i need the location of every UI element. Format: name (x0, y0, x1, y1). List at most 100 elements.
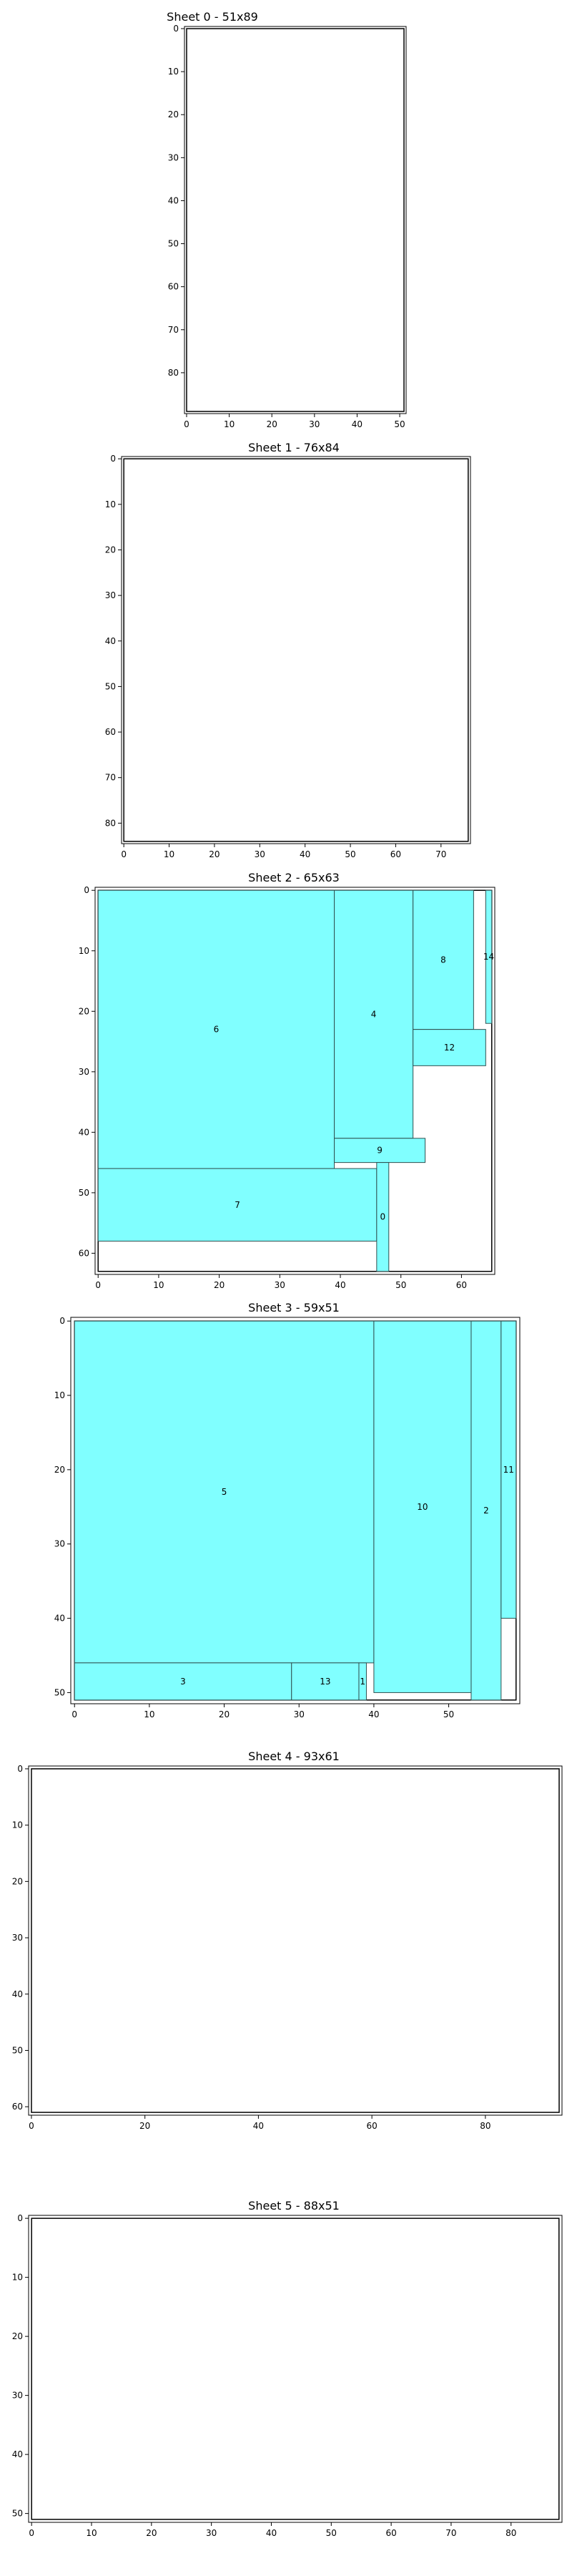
piece-label-2: 2 (483, 1506, 489, 1516)
sheet-outline (31, 2218, 560, 2520)
piece-label-0: 0 (380, 1212, 385, 1222)
panel-title-4: Sheet 4 - 93x61 (248, 1750, 340, 1763)
axes-frame (28, 1765, 563, 2116)
plot-area-0: 0 10 20 30 40 50 0 10 20 30 40 50 60 70 80 (168, 24, 407, 429)
x-tick-label: 20 (214, 1280, 225, 1290)
y-tick-label: 40 (54, 1614, 65, 1624)
y-tick-label: 30 (105, 590, 116, 600)
plot-area-1: 0 10 20 30 40 50 60 70 0 10 20 30 40 50 60 70 80 (105, 454, 471, 859)
y-tick-label: 30 (168, 152, 179, 162)
x-tick-label: 30 (294, 1709, 305, 1719)
panel-title-5: Sheet 5 - 88x51 (248, 2199, 340, 2212)
piece-label-8: 8 (440, 955, 446, 965)
piece-rect-0 (376, 1162, 390, 1272)
plot-area-2: 6 4 8 14 12 9 7 0 0 10 20 30 40 50 60 0 10 20 30 40 50 60 (79, 885, 495, 1290)
panel-title-1: Sheet 1 - 76x84 (248, 441, 340, 454)
axes-frame (184, 26, 407, 414)
x-tick-label: 20 (139, 2121, 150, 2131)
y-tick-label: 50 (12, 2045, 23, 2055)
x-tick-label: 40 (266, 2528, 277, 2538)
y-tick-label: 0 (59, 1316, 65, 1326)
piece-rect-2 (470, 1320, 502, 1701)
x-tick-label: 60 (390, 849, 401, 859)
y-tick-label: 0 (17, 2213, 23, 2223)
x-tick-label: 50 (345, 849, 355, 859)
y-tick-label: 60 (168, 282, 179, 292)
y-tick-label: 10 (12, 2273, 23, 2283)
x-tick-label: 20 (146, 2528, 157, 2538)
sheet-panel-5: Sheet 5 - 88x51 0 10 20 30 40 50 60 70 80 0 10 20 30… (12, 2199, 563, 2538)
y-tick-label: 10 (168, 67, 179, 77)
piece-rect-12 (413, 1029, 486, 1066)
piece-label-4: 4 (371, 1010, 377, 1020)
panel-title-2: Sheet 2 - 65x63 (248, 871, 340, 884)
axes-frame (94, 887, 495, 1275)
x-tick-label: 30 (255, 849, 265, 859)
piece-rect-14 (485, 889, 493, 1024)
piece-rect-1 (358, 1662, 367, 1701)
y-tick-label: 10 (79, 946, 89, 956)
y-tick-label: 70 (168, 325, 179, 335)
y-tick-label: 30 (12, 2391, 23, 2401)
piece-label-7: 7 (235, 1200, 240, 1210)
x-tick-label: 60 (385, 2528, 396, 2538)
x-tick-label: 20 (209, 849, 220, 859)
y-tick-label: 40 (12, 2449, 23, 2459)
x-tick-label: 10 (164, 849, 174, 859)
sheet-outline (186, 28, 405, 412)
y-tick-label: 20 (12, 2331, 23, 2341)
x-tick-label: 70 (445, 2528, 456, 2538)
y-tick-label: 60 (105, 727, 116, 737)
x-tick-label: 0 (95, 1280, 101, 1290)
panel-title-3: Sheet 3 - 59x51 (248, 1301, 340, 1314)
x-tick-label: 10 (144, 1709, 154, 1719)
x-tick-label: 50 (395, 1280, 406, 1290)
y-tick-label: 30 (79, 1067, 89, 1077)
x-tick-label: 80 (506, 2528, 516, 2538)
x-tick-label: 60 (366, 2121, 377, 2131)
x-tick-label: 30 (309, 419, 320, 429)
x-tick-label: 0 (184, 419, 189, 429)
y-tick-label: 60 (79, 1248, 89, 1258)
x-tick-label: 70 (435, 849, 446, 859)
y-tick-label: 20 (12, 1876, 23, 1886)
piece-label-12: 12 (444, 1043, 455, 1053)
piece-label-14: 14 (483, 952, 494, 962)
x-tick-label: 40 (253, 2121, 264, 2131)
piece-label-13: 13 (320, 1677, 330, 1687)
axes-frame (28, 2215, 563, 2523)
y-tick-label: 40 (105, 636, 116, 646)
y-tick-label: 10 (54, 1390, 65, 1400)
x-tick-label: 0 (29, 2121, 34, 2131)
y-tick-label: 0 (173, 24, 179, 34)
piece-rect-4 (334, 889, 414, 1139)
y-tick-label: 50 (105, 681, 116, 691)
piece-rect-13 (291, 1662, 360, 1701)
piece-rect-10 (373, 1320, 472, 1693)
x-tick-label: 30 (206, 2528, 217, 2538)
x-tick-label: 60 (456, 1280, 467, 1290)
axes-frame (121, 456, 471, 844)
y-tick-label: 20 (168, 109, 179, 119)
piece-rect-11 (500, 1320, 517, 1619)
y-tick-label: 30 (12, 1933, 23, 1943)
y-tick-label: 10 (12, 1820, 23, 1830)
sheet-panel-2: Sheet 2 - 65x63 6 4 8 14 12 9 7 0 0 10 20 30 40 50 60 0… (79, 871, 495, 1290)
x-tick-label: 50 (443, 1709, 454, 1719)
plot-area-4: 0 20 40 60 80 0 10 20 30 40 50 60 (12, 1764, 563, 2131)
piece-rect-3 (74, 1662, 292, 1701)
x-tick-label: 30 (275, 1280, 285, 1290)
plot-area-5: 0 10 20 30 40 50 60 70 80 0 10 20 30 40 50 (12, 2213, 563, 2538)
piece-label-1: 1 (360, 1677, 365, 1687)
y-tick-label: 80 (168, 368, 179, 378)
x-tick-label: 40 (300, 849, 310, 859)
piece-rect-5 (74, 1320, 375, 1664)
piece-rect-6 (97, 889, 335, 1169)
x-tick-label: 50 (326, 2528, 337, 2538)
x-tick-label: 80 (480, 2121, 490, 2131)
x-tick-label: 0 (72, 1709, 77, 1719)
y-tick-label: 10 (105, 499, 116, 509)
